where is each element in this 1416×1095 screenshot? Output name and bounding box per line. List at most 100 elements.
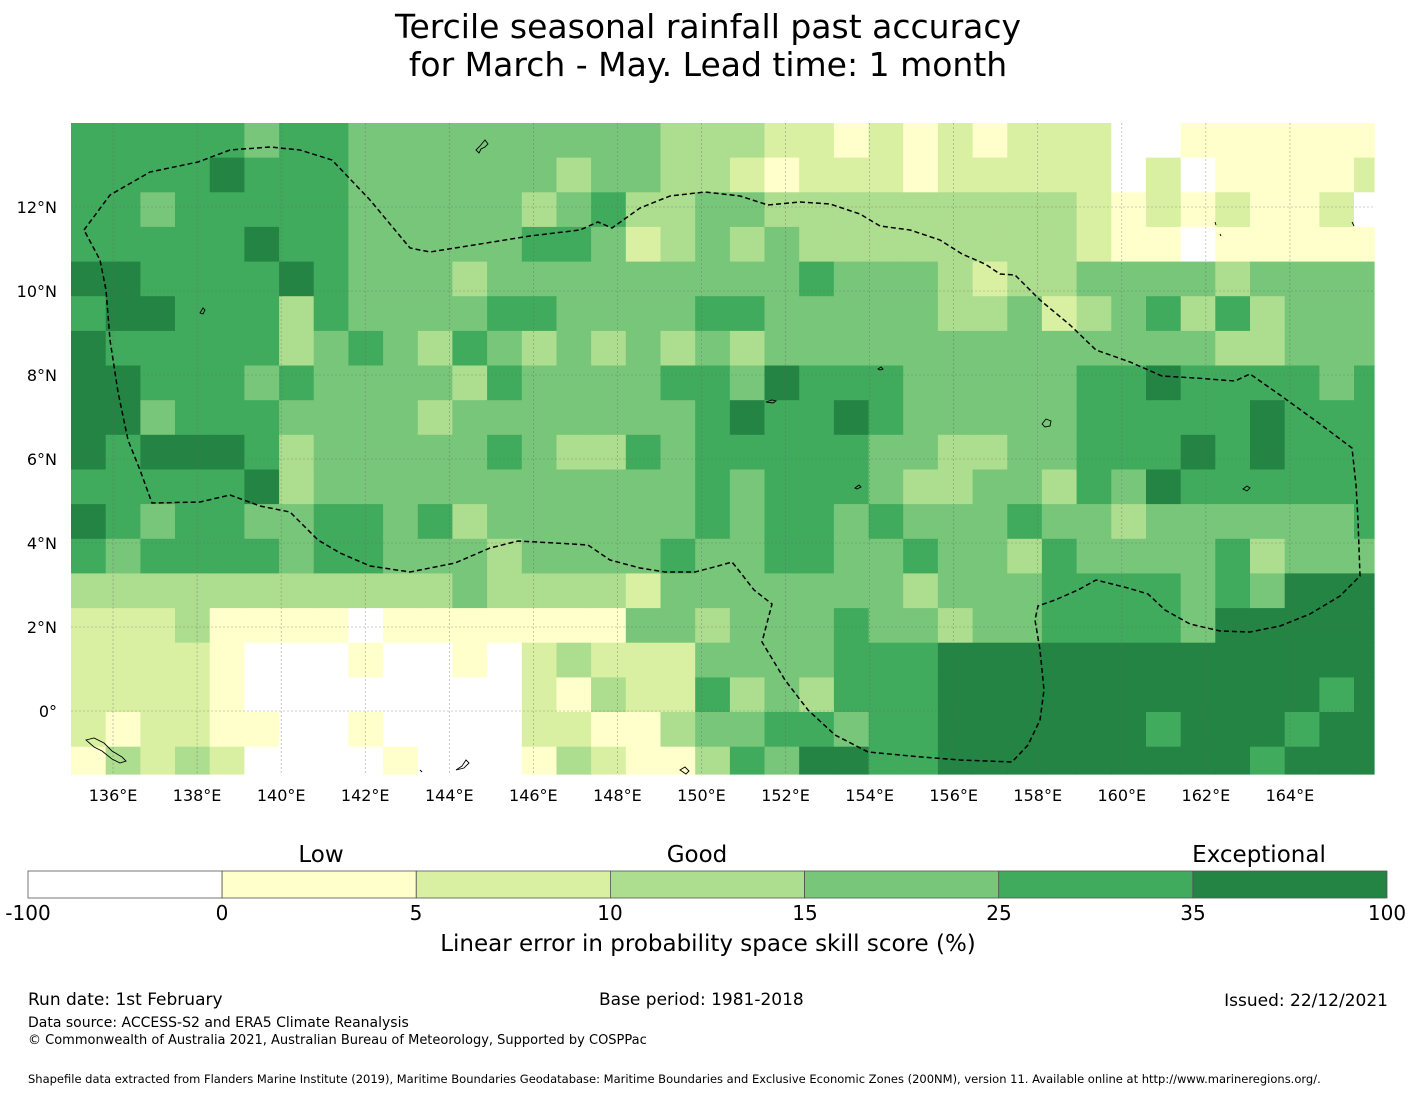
skill-cell bbox=[521, 712, 558, 748]
skill-cell bbox=[1215, 469, 1251, 505]
skill-cell bbox=[279, 400, 315, 436]
skill-cell bbox=[695, 608, 731, 644]
skill-cell bbox=[417, 434, 454, 471]
skill-cell bbox=[244, 226, 280, 263]
skill-cell bbox=[729, 192, 766, 228]
skill-cell bbox=[625, 123, 662, 159]
skill-cell bbox=[348, 608, 384, 644]
skill-cell bbox=[833, 123, 870, 159]
skill-cell bbox=[1354, 642, 1375, 678]
skill-cell bbox=[903, 538, 939, 575]
skill-cell bbox=[140, 226, 176, 263]
skill-cell bbox=[348, 226, 384, 263]
skill-cell bbox=[313, 608, 349, 644]
skill-cell bbox=[903, 712, 939, 748]
skill-cell bbox=[175, 677, 211, 713]
skill-cell bbox=[521, 677, 558, 713]
skill-cell bbox=[1319, 434, 1355, 471]
skill-cell bbox=[279, 504, 315, 540]
skill-cell bbox=[972, 330, 1008, 367]
skill-cell bbox=[383, 123, 419, 159]
skill-cell bbox=[833, 330, 870, 367]
skill-cell bbox=[244, 434, 280, 471]
skill-cell bbox=[729, 434, 766, 471]
skill-cell bbox=[729, 608, 766, 644]
skill-cell bbox=[695, 642, 731, 678]
skill-cell bbox=[1111, 608, 1147, 644]
skill-cell bbox=[764, 365, 800, 401]
skill-cell bbox=[556, 400, 592, 436]
skill-cell bbox=[313, 469, 349, 505]
skill-cell bbox=[937, 400, 974, 436]
skill-cell bbox=[660, 365, 696, 401]
skill-cell bbox=[1041, 261, 1078, 297]
longitude-tick-label: 138°E bbox=[173, 786, 222, 805]
skill-cell bbox=[937, 573, 974, 609]
skill-cell bbox=[556, 365, 592, 401]
skill-cell bbox=[175, 192, 211, 228]
skill-cell bbox=[105, 365, 141, 401]
longitude-tick-label: 152°E bbox=[761, 786, 810, 805]
skill-cell bbox=[417, 573, 454, 609]
skill-cell bbox=[937, 608, 974, 644]
skill-cell bbox=[937, 538, 974, 575]
skill-cell bbox=[972, 677, 1008, 713]
skill-cell bbox=[521, 365, 558, 401]
skill-cell bbox=[625, 434, 662, 471]
skill-cell bbox=[868, 296, 904, 332]
skill-cell bbox=[452, 608, 488, 644]
skill-cell bbox=[348, 434, 384, 471]
skill-cell bbox=[383, 677, 419, 713]
skill-cell bbox=[1354, 712, 1375, 748]
longitude-tick-label: 162°E bbox=[1182, 786, 1231, 805]
skill-cell bbox=[140, 712, 176, 748]
skill-cell bbox=[625, 746, 662, 775]
skill-cell bbox=[833, 434, 870, 471]
skill-cell bbox=[972, 123, 1008, 159]
skill-cell bbox=[1007, 123, 1043, 159]
skill-cell bbox=[625, 261, 662, 297]
skill-cell bbox=[383, 608, 419, 644]
skill-cell bbox=[1354, 400, 1375, 436]
skill-cell bbox=[1180, 538, 1216, 575]
skill-cell bbox=[1284, 157, 1320, 193]
skill-cell bbox=[1146, 192, 1182, 228]
skill-cell bbox=[556, 123, 592, 159]
skill-cell bbox=[972, 469, 1008, 505]
skill-cell bbox=[799, 192, 835, 228]
skill-cell bbox=[591, 434, 627, 471]
skill-cell bbox=[1354, 434, 1375, 471]
skill-cell bbox=[556, 746, 592, 775]
skill-cell bbox=[1215, 192, 1251, 228]
skill-cell bbox=[1041, 226, 1078, 263]
skill-cell bbox=[313, 400, 349, 436]
colorbar-segment bbox=[415, 870, 611, 899]
skill-cell bbox=[244, 365, 280, 401]
skill-cell bbox=[417, 330, 454, 367]
skill-cell bbox=[279, 677, 315, 713]
longitude-tick-label: 158°E bbox=[1013, 786, 1062, 805]
skill-cell bbox=[209, 261, 245, 297]
skill-cell bbox=[625, 642, 662, 678]
skill-cell bbox=[556, 469, 592, 505]
skill-cell bbox=[903, 365, 939, 401]
skill-cell bbox=[1250, 538, 1286, 575]
skill-cell bbox=[1215, 400, 1251, 436]
skill-cell bbox=[105, 434, 141, 471]
skill-cell bbox=[868, 434, 904, 471]
colorbar-segment bbox=[1192, 870, 1388, 899]
skill-cell bbox=[972, 573, 1008, 609]
skill-cell bbox=[937, 677, 974, 713]
skill-cell bbox=[1146, 608, 1182, 644]
skill-cell bbox=[521, 504, 558, 540]
skill-cell bbox=[591, 365, 627, 401]
skill-cell bbox=[348, 123, 384, 159]
skill-cell bbox=[313, 261, 349, 297]
skill-cell bbox=[1146, 712, 1182, 748]
skill-cell bbox=[1180, 434, 1216, 471]
skill-cell bbox=[383, 504, 419, 540]
skill-cell bbox=[348, 469, 384, 505]
skill-grid-cells bbox=[71, 123, 1375, 775]
skill-cell bbox=[1215, 608, 1251, 644]
skill-cell bbox=[868, 573, 904, 609]
